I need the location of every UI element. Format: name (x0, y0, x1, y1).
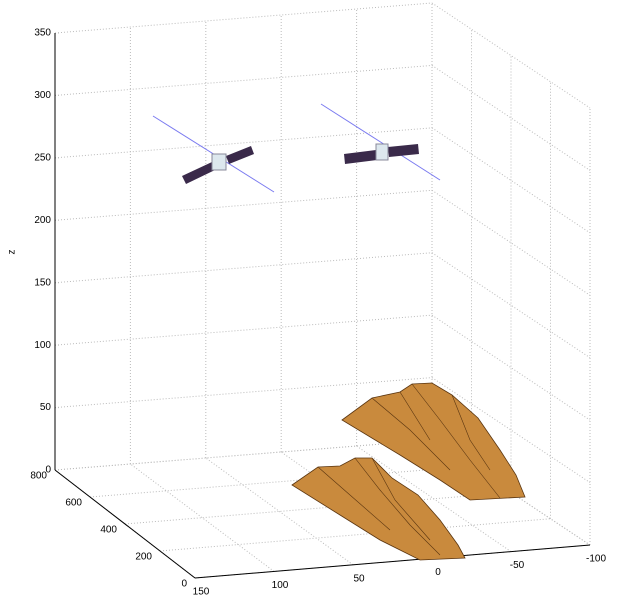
axis-line (195, 545, 590, 578)
chart: z 050100150200250300350150100500-50-1000… (0, 0, 630, 598)
satellite-body (376, 144, 388, 160)
grid-line (55, 3, 432, 33)
orbit-line (321, 104, 440, 180)
z-tick-label: 350 (34, 28, 51, 39)
x-tick-label: 150 (193, 587, 210, 598)
solar-panel (226, 146, 254, 164)
y-tick-label: 200 (135, 552, 152, 563)
solar-panel (344, 150, 377, 164)
z-tick-label: 50 (40, 402, 52, 413)
x-tick-label: 50 (353, 573, 365, 584)
terrain (292, 383, 525, 560)
x-tick-label: 100 (272, 580, 289, 591)
x-tick-label: -100 (586, 554, 606, 565)
axis-line (55, 470, 195, 578)
z-axis-label: z (7, 250, 18, 255)
grid-line (55, 190, 432, 220)
grid-line (55, 65, 432, 95)
y-tick-label: 600 (65, 498, 82, 509)
z-tick-label: 200 (34, 215, 51, 226)
z-tick-label: 100 (34, 340, 51, 351)
solar-panel (182, 162, 215, 184)
y-tick-label: 400 (100, 525, 117, 536)
z-tick-label: 300 (34, 90, 51, 101)
grid-line (55, 253, 432, 283)
z-tick-label: 150 (34, 277, 51, 288)
grid-line (55, 315, 432, 345)
z-tick-label: 250 (34, 152, 51, 163)
solar-panel (388, 144, 419, 157)
x-tick-label: -50 (510, 560, 525, 571)
y-tick-label: 800 (30, 471, 47, 482)
satellites (153, 104, 440, 192)
y-tick-label: 0 (181, 579, 187, 590)
x-tick-label: 0 (435, 567, 441, 578)
satellite-body (212, 154, 226, 170)
